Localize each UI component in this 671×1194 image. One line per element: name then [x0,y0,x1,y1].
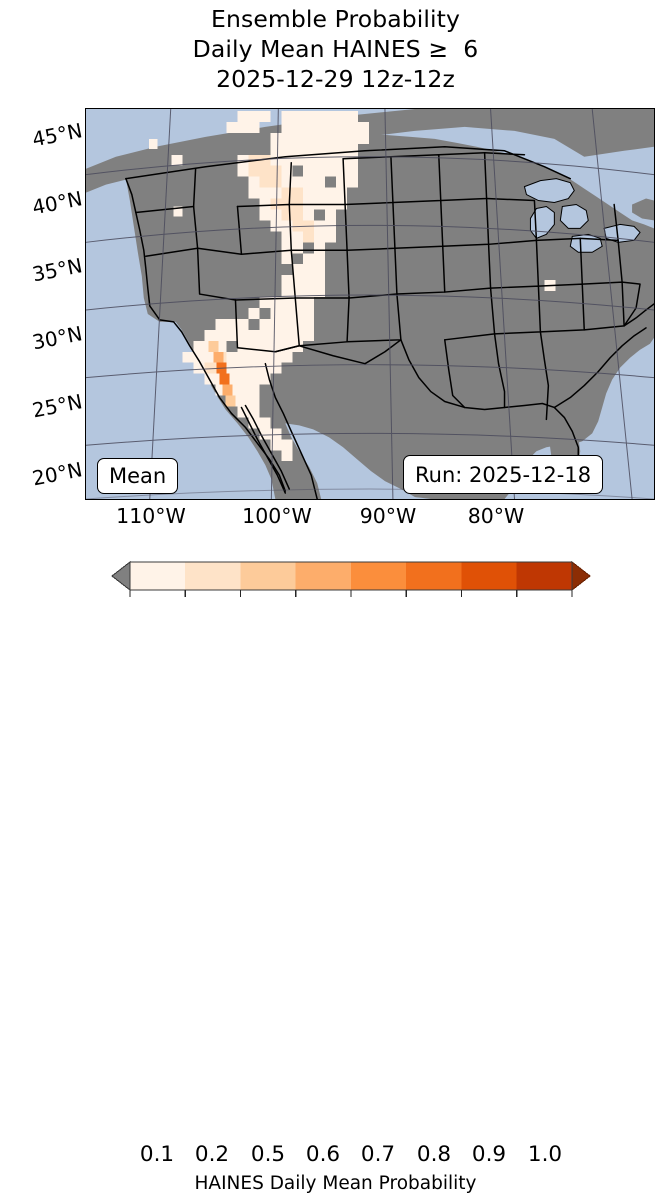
gridlines [86,109,654,499]
title-line-1: Ensemble Probability [211,5,460,33]
lon-tick-80w: 80°W [467,504,525,528]
colorbar-tick-3: 0.6 [305,1142,341,1167]
colorbar-tick-4: 0.7 [360,1142,396,1167]
colorbar-axis-label: HAINES Daily Mean Probability [194,1173,477,1194]
lat-tick-25n: 25°N [30,389,85,423]
lat-tick-20n: 20°N [30,457,85,491]
model-run-label-box[interactable]: Run: 2025-12-18 [403,455,604,494]
ensemble-member-label-box[interactable]: Mean [97,458,179,494]
colorbar-over-arrow [571,560,591,592]
political-borders [125,146,654,499]
title-line-3: 2025-12-29 12z-12z [216,65,455,93]
title-line-2: Daily Mean HAINES ≥ 6 [192,35,479,63]
lat-tick-40n: 40°N [30,186,85,220]
chart-title-block: Ensemble Probability Daily Mean HAINES ≥… [0,4,671,94]
lat-tick-45n: 45°N [30,118,85,152]
colorbar-tick-0: 0.1 [139,1142,175,1167]
lon-tick-90w: 90°W [359,504,417,528]
colorbar-tick-2: 0.5 [250,1142,286,1167]
colorbar-tick-7: 1.0 [527,1142,563,1167]
colorbar-under-arrow [111,560,131,592]
map-canvas [86,109,654,499]
lat-tick-30n: 30°N [30,321,85,355]
lat-tick-35n: 35°N [30,253,85,287]
lon-tick-110w: 110°W [116,504,186,528]
colorbar[interactable]: 0.1 0.2 0.5 0.6 0.7 0.8 0.9 1.0 HAINES D… [0,556,671,1194]
colorbar-tick-5: 0.8 [416,1142,452,1167]
colorbar-tick-6: 0.9 [471,1142,507,1167]
model-run-label: Run: 2025-12-18 [415,462,592,487]
colorbar-tick-1: 0.2 [194,1142,230,1167]
colorbar-swatches [111,560,591,597]
lon-tick-100w: 100°W [242,504,312,528]
map-plot-area[interactable] [85,108,655,500]
ensemble-member-label: Mean [109,464,167,488]
